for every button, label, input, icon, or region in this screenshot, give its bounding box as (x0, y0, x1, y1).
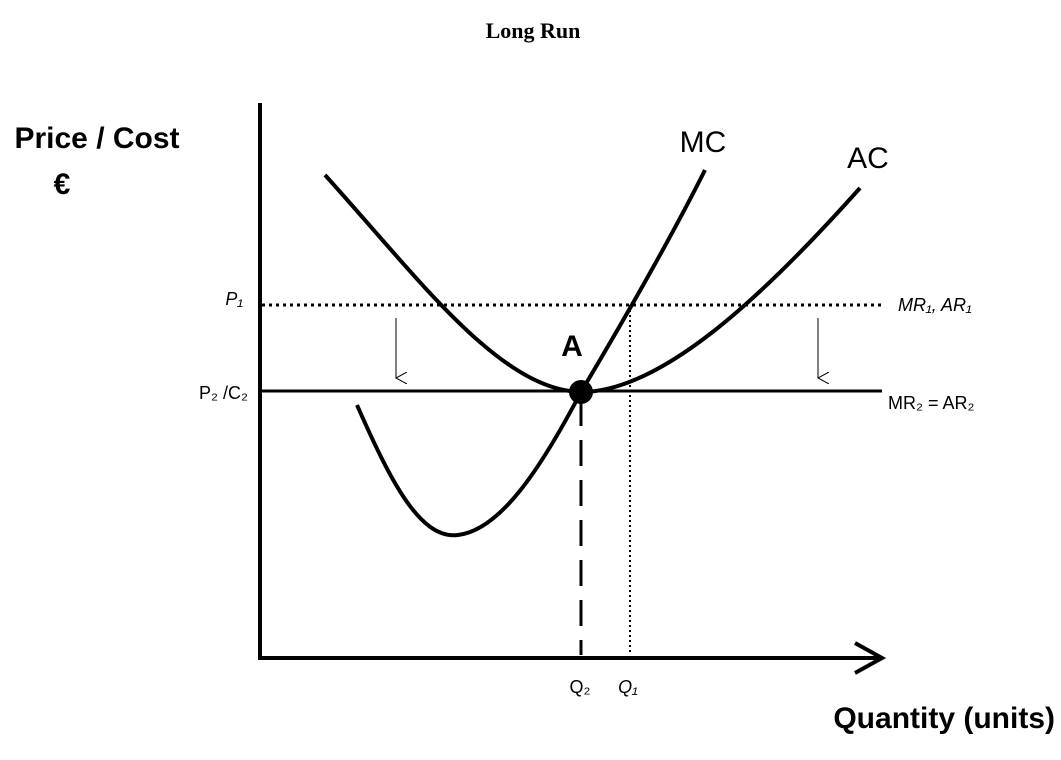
mc-curve (355, 169, 707, 538)
point-label: A (561, 330, 583, 363)
y-axis-unit: € (54, 168, 71, 201)
x-axis-label: Quantity (units) (833, 702, 1055, 735)
ac-curve (323, 173, 862, 395)
mr2-label: MR₂ = AR₂ (888, 393, 975, 413)
mr1-label: MR₁, AR₁ (898, 295, 972, 315)
equilibrium-point (569, 380, 593, 404)
x-axis-arrow (854, 641, 887, 675)
title: Long Run (486, 18, 581, 43)
y-axis-label: Price / Cost (14, 122, 179, 155)
ac-label: AC (847, 142, 889, 175)
p2-label: P₂ /C₂ (199, 383, 248, 403)
q2-label: Q₂ (570, 677, 591, 697)
q1-label: Q₁ (618, 677, 638, 697)
mc-label: MC (680, 126, 727, 159)
p1-label: P₁ (225, 289, 243, 309)
